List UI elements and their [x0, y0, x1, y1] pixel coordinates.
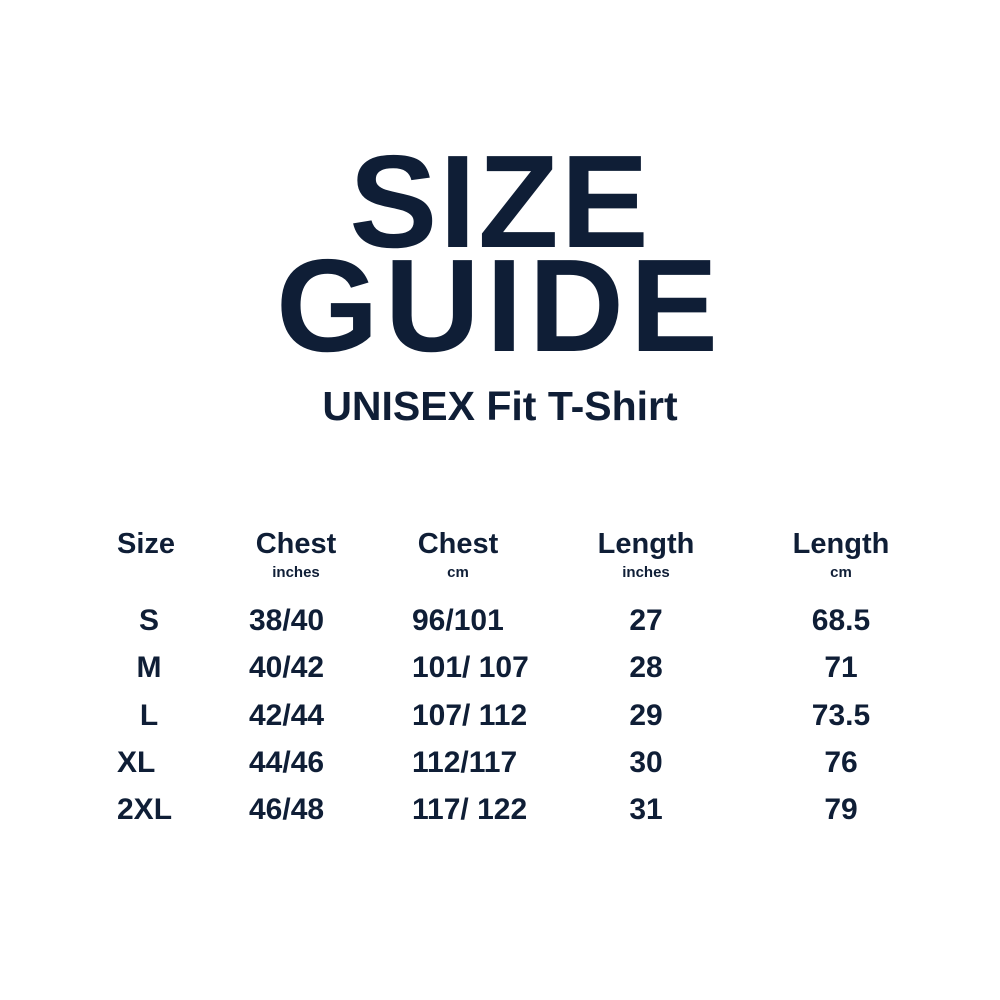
table-cell: 29	[629, 698, 663, 732]
column-unit: cm	[830, 564, 852, 581]
table-cell: M	[136, 651, 162, 685]
table-cell: 30	[629, 745, 663, 779]
table-cell: 101/ 107	[412, 651, 529, 685]
table-cell: 112/117	[412, 745, 518, 779]
table-cell: 42/44	[249, 698, 325, 732]
table-cell: 46/48	[249, 793, 325, 827]
table-cell: 2XL	[117, 793, 173, 827]
column-unit: cm	[447, 564, 469, 581]
table-cell: 38/40	[249, 604, 325, 637]
column-header: Chest	[255, 528, 337, 560]
table-cell: 117/ 122	[412, 793, 528, 827]
title-line-2: GUIDE	[275, 232, 725, 379]
table-cell: 44/46	[249, 745, 325, 779]
table-cell: 40/42	[249, 651, 325, 685]
table-cell: 71	[824, 651, 858, 685]
table-cell: 68.5	[811, 604, 871, 637]
column-unit: inches	[272, 564, 320, 581]
table-cell: XL	[117, 745, 156, 779]
column-header: Length	[792, 528, 890, 560]
table-cell: 76	[824, 745, 858, 779]
table-cell: 27	[629, 604, 663, 637]
table-cell: 31	[629, 793, 663, 827]
table-cell: S	[138, 604, 160, 637]
column-header: Size	[117, 528, 176, 560]
column-header: Chest	[417, 528, 499, 560]
table-cell: 107/ 112	[412, 698, 528, 732]
subtitle: UNISEX Fit T-Shirt	[322, 383, 678, 429]
table-cell: 96/101	[412, 604, 504, 637]
title-line-1: SIZE	[349, 128, 651, 275]
table-cell: 79	[824, 793, 858, 827]
table-cell: L	[139, 698, 159, 732]
column-unit: inches	[622, 564, 670, 581]
table-cell: 73.5	[811, 698, 871, 732]
table-cell: 28	[629, 651, 663, 685]
column-header: Length	[597, 528, 695, 560]
